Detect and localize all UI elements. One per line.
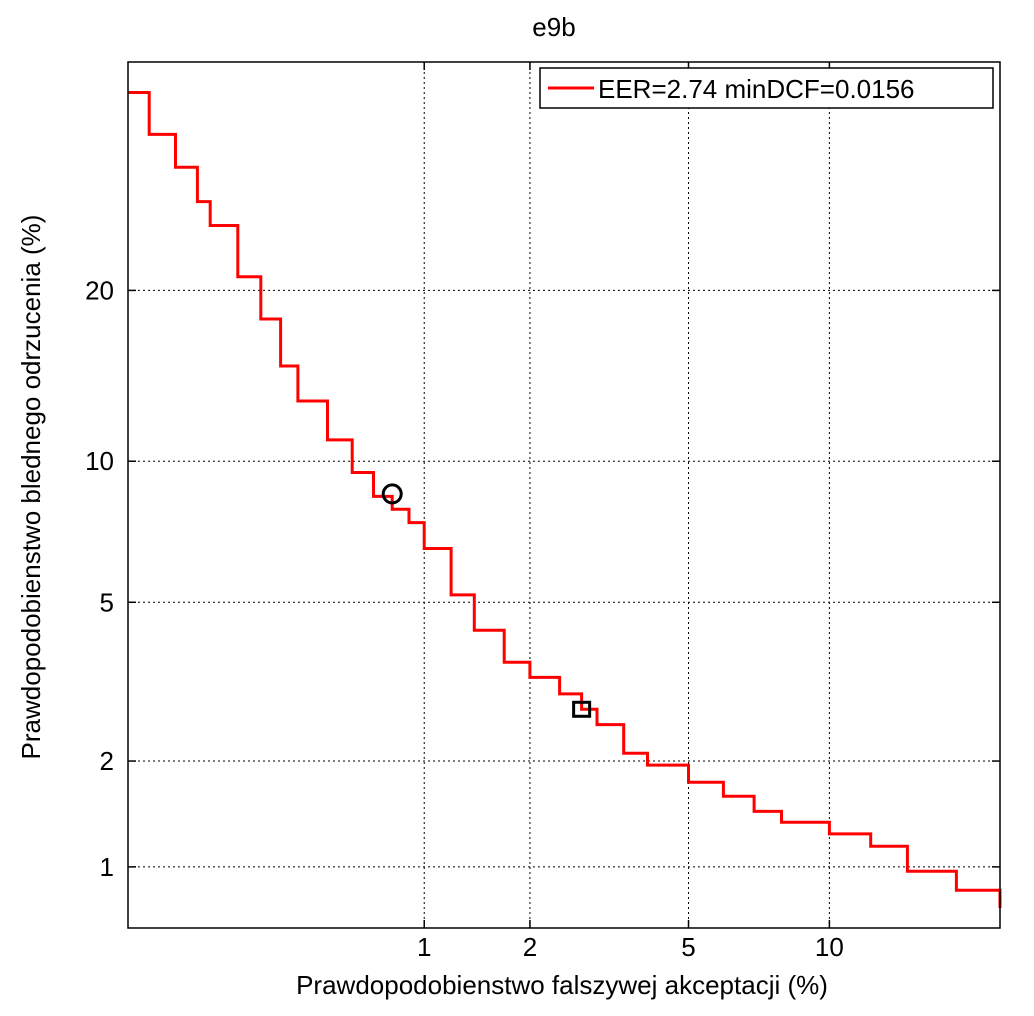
ticks: [128, 62, 1000, 928]
mindcf-circle-marker: [381, 483, 403, 505]
x-axis-label: Prawdopodobienstwo falszywej akceptacji …: [296, 970, 828, 1000]
det-curve-line: [128, 91, 1002, 908]
x-tick-labels: 1 2 5 10: [417, 932, 844, 962]
det-curve-group: [128, 91, 1002, 908]
markers-group: [381, 483, 592, 718]
legend: EER=2.74 minDCF=0.0156: [539, 67, 994, 109]
y-tick-label: 1: [100, 852, 114, 882]
y-axis-label: Prawdopodobienstwo blednego odrzucenia (…: [16, 215, 46, 760]
x-tick-label: 1: [417, 932, 431, 962]
chart-title: e9b: [532, 12, 575, 42]
y-tick-label: 10: [85, 446, 114, 476]
y-tick-labels: 1 2 5 10 20: [85, 275, 114, 881]
y-tick-label: 5: [100, 587, 114, 617]
y-tick-label: 2: [100, 746, 114, 776]
x-tick-label: 10: [815, 932, 844, 962]
legend-entry-label: EER=2.74 minDCF=0.0156: [598, 74, 915, 104]
x-tick-label: 5: [681, 932, 695, 962]
x-tick-label: 2: [523, 932, 537, 962]
plot-frame: [127, 61, 1001, 929]
eer-square-marker: [572, 700, 592, 718]
legend-box: [539, 67, 994, 109]
y-tick-label: 20: [85, 275, 114, 305]
